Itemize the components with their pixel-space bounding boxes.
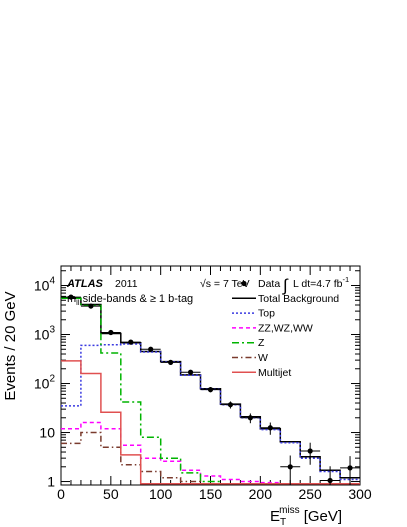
data-point xyxy=(88,303,94,309)
energy-label: √s = 7 TeV xyxy=(200,278,250,290)
x-tick-label: 150 xyxy=(199,486,223,502)
legend-label: W xyxy=(258,352,268,364)
data-points xyxy=(61,294,360,485)
series-line-zz-wz-ww xyxy=(61,421,360,485)
x-tick-label: 50 xyxy=(103,486,119,502)
lumi-text: L dt=4.7 fb xyxy=(293,278,343,290)
lumi-label: L dt=4.7 fb-1 xyxy=(293,275,349,290)
x-axis-title-unit: [GeV] xyxy=(304,508,342,525)
legend-label: ZZ,WZ,WW xyxy=(258,322,313,334)
legend: Data Total Background Top ZZ,WZ,WW ZW Multije… xyxy=(232,278,339,379)
x-tick-label: 100 xyxy=(149,486,173,502)
x-axis-title: ETmiss [GeV] xyxy=(270,505,342,527)
data-point xyxy=(108,329,114,336)
selection-rest: side-bands & ≥ 1 b-tag xyxy=(80,293,194,305)
data-point xyxy=(347,465,353,471)
legend-label: Total Background xyxy=(258,293,339,305)
data-point xyxy=(68,294,74,300)
y-tick-label: 10 xyxy=(39,425,55,441)
data-point xyxy=(267,425,273,431)
x-tick-label: 0 xyxy=(57,486,65,502)
atlas-label: ATLAS xyxy=(66,278,104,290)
x-tick-label: 300 xyxy=(348,486,372,502)
y-tick-label-base: 10 xyxy=(34,278,50,294)
legend-label: Top xyxy=(258,308,275,320)
legend-label: Multijet xyxy=(258,367,291,379)
y-tick-label: 102 xyxy=(34,374,56,392)
y-tick-label: 103 xyxy=(34,325,56,343)
selection-sub: ll xyxy=(76,298,80,307)
axis-ticks xyxy=(60,266,361,485)
series-line-multijet xyxy=(61,360,360,485)
data-point xyxy=(287,464,293,470)
selection-label: mll side-bands & ≥ 1 b-tag xyxy=(67,293,193,307)
data-point xyxy=(307,448,313,454)
y-tick-label-base: 1 xyxy=(47,474,55,490)
integral-sign: ∫ xyxy=(282,276,289,295)
data-point xyxy=(327,477,333,484)
y-axis-title: Events / 20 GeV xyxy=(2,291,19,400)
y-tick-label-base: 10 xyxy=(34,376,50,392)
x-axis-title-sup: miss xyxy=(279,505,300,516)
x-tick-label: 200 xyxy=(249,486,273,502)
data-point xyxy=(187,369,194,375)
x-tick-labels: 0 50 100 150 200 250 300 xyxy=(57,486,372,502)
legend-marker-data xyxy=(241,280,247,287)
data-point xyxy=(128,339,134,345)
y-tick-label-base: 10 xyxy=(34,327,50,343)
y-tick-label-exponent: 4 xyxy=(49,276,55,287)
year-label: 2011 xyxy=(115,278,138,290)
legend-label: Z xyxy=(258,337,265,349)
legend-label: Data xyxy=(258,278,280,290)
data-point xyxy=(168,359,174,365)
y-tick-label: 1 xyxy=(47,474,55,490)
x-axis-title-sub: T xyxy=(280,517,286,527)
lumi-exp: -1 xyxy=(343,275,350,284)
data-point xyxy=(148,346,154,352)
x-axis-title-main: E xyxy=(270,508,280,525)
y-tick-label-exponent: 2 xyxy=(49,374,55,385)
data-point xyxy=(227,402,234,408)
data-point xyxy=(207,387,214,393)
y-tick-label: 104 xyxy=(34,276,56,294)
data-point xyxy=(247,415,253,421)
x-tick-label: 250 xyxy=(298,486,322,502)
selection-main: m xyxy=(67,293,76,305)
y-tick-label-exponent: 3 xyxy=(49,325,55,336)
y-tick-label-base: 10 xyxy=(39,425,55,441)
